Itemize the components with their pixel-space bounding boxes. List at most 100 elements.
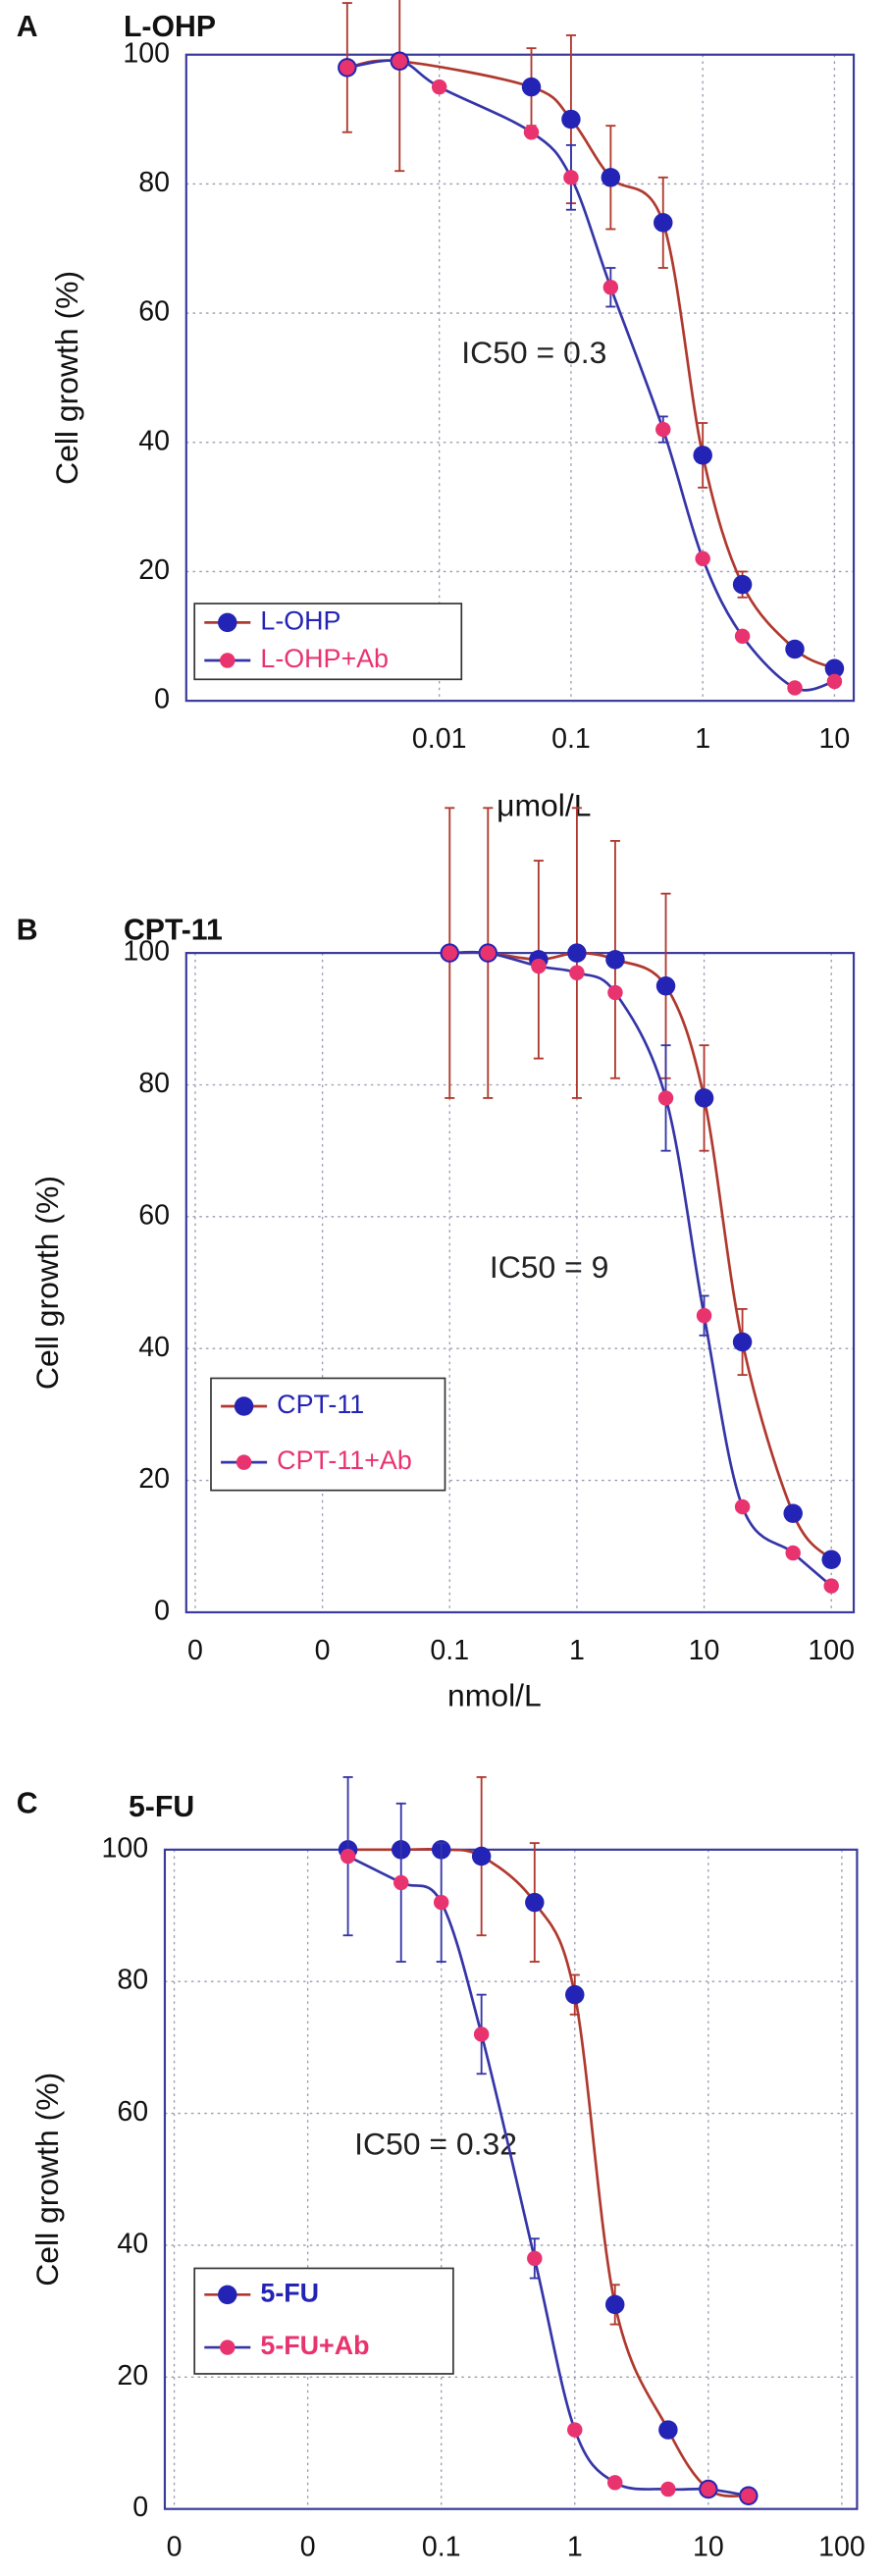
y-axis-label: Cell growth (%) (29, 2073, 65, 2287)
chart-panel: 0 20 40 60 80 100 0.01 0.1 1 10 A L-OHP Cell growth … (17, 0, 856, 823)
data-point (655, 421, 671, 438)
y-tick-label: 100 (123, 37, 170, 69)
data-point (525, 1892, 545, 1913)
x-tick-label: 1 (567, 2532, 583, 2563)
x-tick-label: 10 (693, 2532, 724, 2563)
chart-title: L-OHP (124, 11, 216, 43)
error-bar (394, 0, 405, 173)
data-point (393, 1874, 409, 1891)
legend-marker (220, 653, 236, 668)
legend-label: 5-FU+Ab (260, 2331, 369, 2360)
y-tick-label: 40 (117, 2228, 148, 2259)
data-point (785, 1545, 801, 1561)
series-line (347, 1847, 750, 2498)
annotation: IC50 = 0.3 (461, 335, 606, 370)
series-line (346, 1855, 750, 2497)
x-tick-label: 0 (300, 2532, 316, 2563)
legend-box (210, 1377, 446, 1492)
data-point (561, 109, 581, 130)
y-tick-label: 100 (123, 936, 170, 968)
data-point (523, 125, 540, 140)
y-axis-label: Cell growth (%) (29, 1176, 65, 1390)
data-point (565, 1984, 585, 2005)
data-point (695, 551, 710, 567)
data-point (658, 2420, 678, 2440)
y-tick-label: 0 (132, 2492, 148, 2523)
x-tick-label: 0.1 (430, 1635, 469, 1666)
data-point (655, 975, 676, 996)
y-tick-label: 20 (138, 554, 170, 586)
data-point (433, 1894, 449, 1911)
y-tick-label: 40 (138, 425, 170, 456)
y-tick-label: 80 (117, 1965, 148, 1996)
data-point (340, 1848, 356, 1865)
data-point (785, 639, 805, 659)
data-point (826, 673, 843, 690)
legend-marker (218, 2285, 237, 2305)
data-point (824, 658, 845, 678)
legend-label: L-OHP (260, 605, 340, 635)
data-point (567, 2422, 583, 2438)
series-line (346, 59, 836, 670)
data-point (604, 2294, 625, 2315)
data-point (660, 2481, 676, 2497)
x-tick-label: 0 (315, 1635, 331, 1666)
y-tick-label: 60 (138, 1199, 170, 1231)
y-tick-label: 20 (138, 1463, 170, 1495)
data-point (431, 79, 447, 95)
chart-title: CPT-11 (124, 914, 223, 946)
data-point (787, 680, 803, 696)
data-point (694, 1088, 714, 1108)
x-tick-label: 10 (819, 723, 851, 755)
legend-marker (236, 1454, 252, 1470)
legend-label: CPT-11 (277, 1390, 364, 1419)
series-line (346, 59, 835, 692)
data-point (442, 945, 457, 961)
data-point (732, 574, 753, 595)
x-tick-label: 1 (569, 1635, 585, 1666)
data-point (701, 2481, 716, 2497)
data-point (732, 1332, 753, 1352)
plot-frame (184, 53, 856, 703)
data-point (654, 213, 673, 233)
x-tick-label: 0 (187, 1635, 203, 1666)
data-point (741, 2488, 757, 2503)
y-tick-label: 60 (117, 2096, 148, 2128)
x-tick-label: 100 (808, 1635, 855, 1666)
data-point (602, 280, 619, 295)
x-axis-label: μmol/L (497, 788, 591, 823)
chart-title: 5-FU (129, 1791, 194, 1823)
x-tick-label: 0.1 (422, 2532, 461, 2563)
data-point (696, 1307, 712, 1324)
data-point (471, 1846, 492, 1866)
y-tick-label: 0 (154, 1596, 170, 1627)
x-tick-label: 100 (818, 2532, 865, 2563)
data-point (563, 170, 579, 185)
data-point (473, 2026, 490, 2042)
y-tick-label: 40 (138, 1332, 170, 1363)
data-point (567, 943, 587, 963)
annotation: IC50 = 0.32 (354, 2127, 517, 2162)
data-point (340, 60, 355, 76)
panel-letter: C (17, 1787, 38, 1819)
plot-frame (184, 952, 856, 1614)
data-point (569, 965, 585, 980)
x-tick-label: 1 (695, 723, 710, 755)
legend-marker (234, 1396, 254, 1416)
y-tick-label: 80 (138, 1068, 170, 1099)
legend-marker (218, 612, 237, 633)
data-point (392, 53, 407, 70)
legend-marker (220, 2339, 236, 2355)
y-axis-label: Cell growth (%) (49, 271, 84, 485)
legend-label: L-OHP+Ab (260, 644, 389, 673)
data-point (531, 958, 547, 974)
x-tick-label: 10 (689, 1635, 720, 1666)
data-point (734, 628, 751, 645)
data-point (601, 168, 621, 187)
annotation: IC50 = 9 (490, 1249, 609, 1285)
data-point (821, 1550, 841, 1569)
data-point (657, 1090, 674, 1106)
